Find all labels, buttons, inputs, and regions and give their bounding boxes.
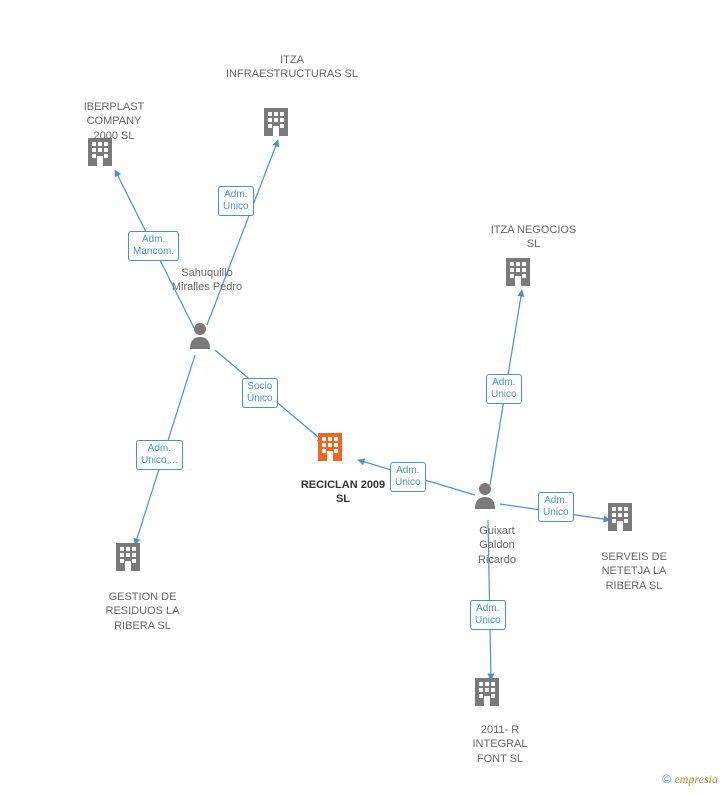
edge-label: Adm.Unico [218, 186, 254, 216]
copyright-symbol: © [662, 772, 671, 786]
edge-label: Adm.Unico [486, 374, 522, 404]
node-label: Guixart Galdon Ricardo [464, 524, 530, 567]
edge-label: Adm.Unico [538, 492, 574, 522]
copyright-text: empresia [674, 772, 718, 786]
edge [207, 140, 278, 325]
node-label: 2011- R INTEGRAL FONT SL [460, 723, 540, 766]
edge-label: SocioÚnico [242, 378, 278, 408]
node-label: ITZA INFRAESTRUCTURAS SL [222, 53, 362, 82]
building-icon [606, 499, 634, 531]
edge-label: Adm.Unico [390, 462, 426, 492]
node-label: GESTION DE RESIDUOS LA RIBERA SL [95, 590, 190, 633]
node-label: IBERPLAST COMPANY 2000 SL [74, 100, 154, 143]
building-icon [114, 539, 142, 571]
building-icon [262, 104, 290, 136]
building-icon [316, 429, 344, 461]
building-icon [504, 254, 532, 286]
building-icon [473, 674, 501, 706]
edge-label: Adm.Mancom. [128, 231, 179, 261]
person-icon [473, 481, 497, 509]
node-label: ITZA NEGOCIOS SL [486, 223, 581, 252]
person-icon [188, 321, 212, 349]
node-label: RECICLAN 2009 SL [298, 478, 388, 507]
edge-label: Adm.Unico,... [136, 440, 183, 470]
copyright: © empresia [662, 772, 718, 787]
node-label: SERVEIS DE NETETJA LA RIBERA SL [584, 550, 684, 593]
node-label: Sahuquillo Miralles Pedro [170, 266, 244, 295]
edge-label: Adm.Unico [470, 600, 506, 630]
